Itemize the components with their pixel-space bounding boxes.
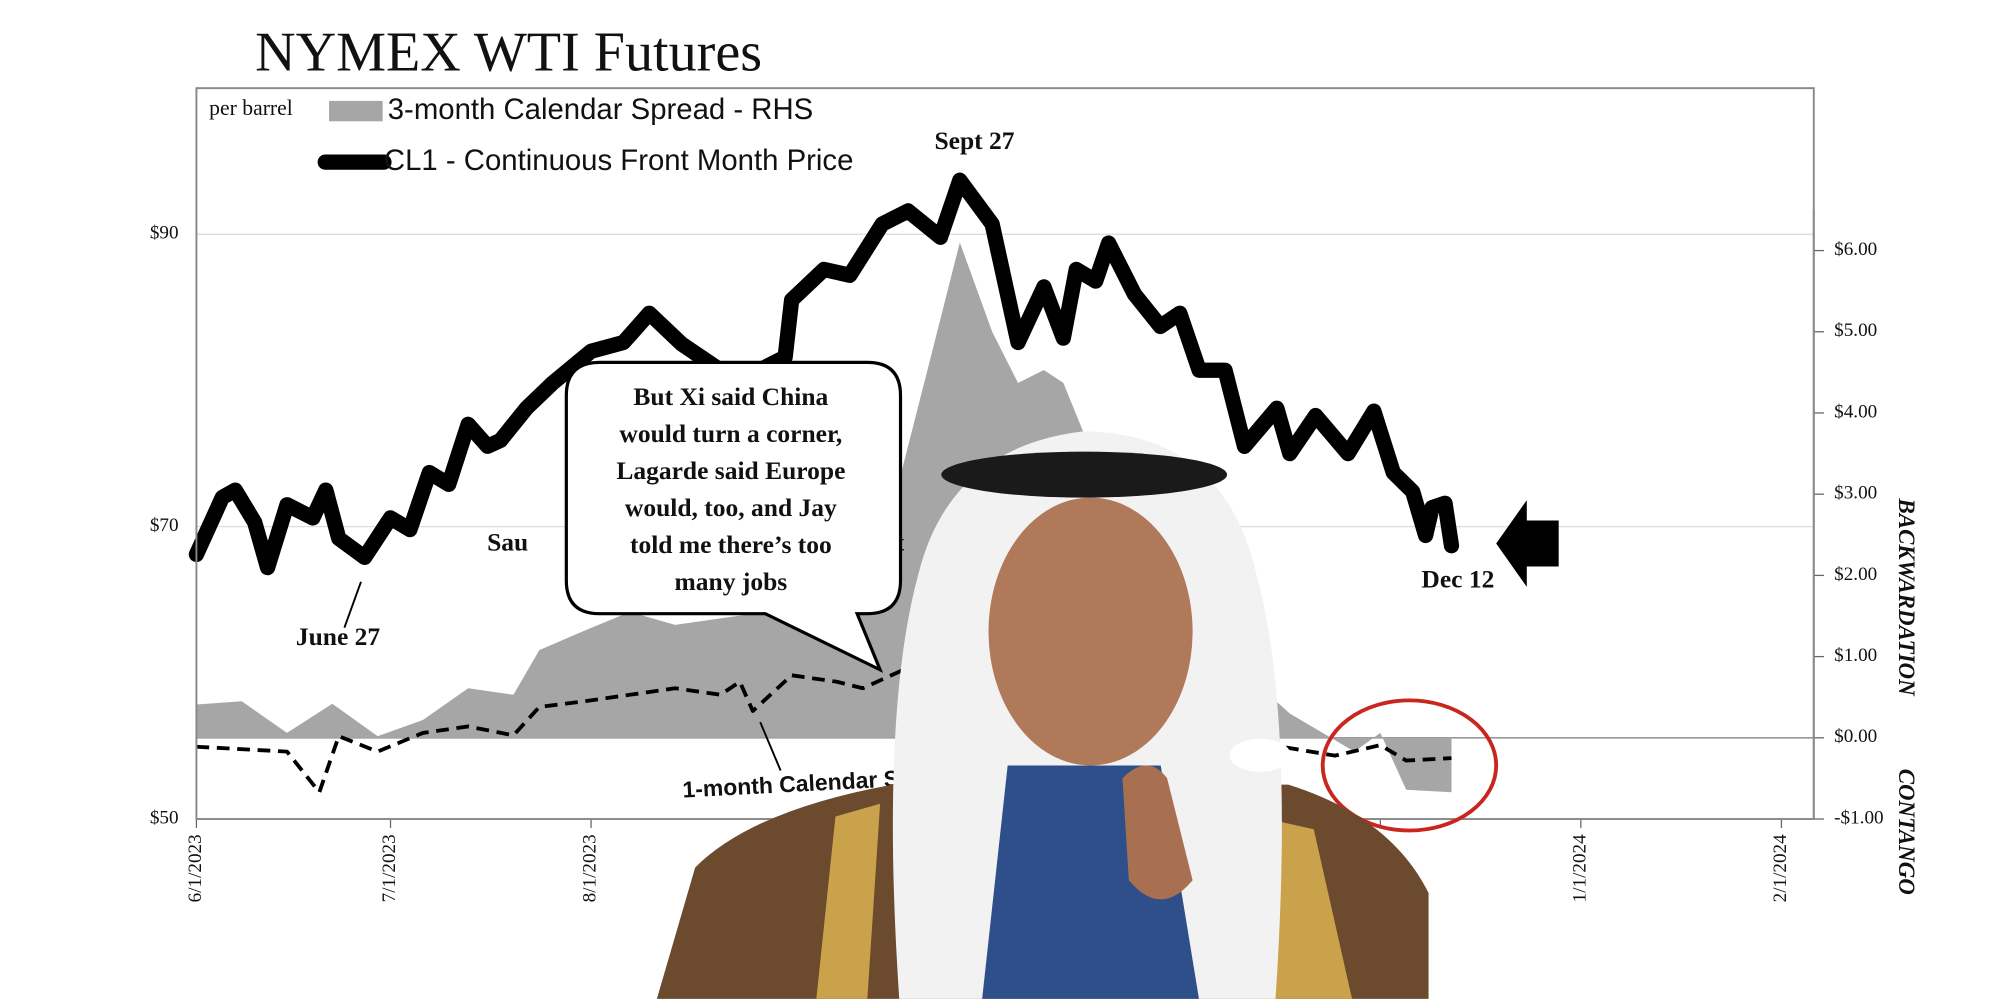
y-tick-label: $90 bbox=[150, 223, 179, 244]
highlight-circle bbox=[1320, 698, 1499, 833]
y2-tick-label: $1.00 bbox=[1834, 645, 1877, 666]
x-tick-label: 2/1/2024 bbox=[1770, 834, 1791, 902]
y2-tick-label: $5.00 bbox=[1834, 320, 1877, 341]
annotation: Sept 27 bbox=[934, 126, 1014, 155]
y-tick-label: $50 bbox=[150, 807, 179, 828]
bubble-shape bbox=[564, 360, 903, 674]
chart-title: NYMEX WTI Futures bbox=[255, 21, 762, 83]
arrow-icon bbox=[1496, 500, 1559, 587]
y2-tick-label: $4.00 bbox=[1834, 401, 1877, 422]
y2-axis-label: BACKWARDATION bbox=[1894, 497, 1919, 697]
bubble-line: But Xi said China bbox=[633, 382, 828, 411]
speech-bubble: But Xi said China would turn a corner, Lag… bbox=[564, 360, 903, 674]
agal bbox=[941, 451, 1228, 498]
bubble-line: many jobs bbox=[675, 567, 788, 596]
face bbox=[988, 497, 1193, 766]
robe-trim bbox=[816, 803, 1353, 999]
y-tick-label: $70 bbox=[150, 515, 179, 536]
subtitle: per barrel bbox=[209, 96, 293, 120]
x-tick-label: 1/1/2024 bbox=[1569, 834, 1590, 902]
annotation: Dec 12 bbox=[1421, 565, 1494, 594]
hand bbox=[1122, 765, 1193, 900]
y2-tick-label: -$1.00 bbox=[1834, 807, 1883, 828]
price-line bbox=[188, 172, 1460, 576]
x-tick-label: 8/1/2023 bbox=[579, 834, 600, 902]
y2-tick-label: $3.00 bbox=[1834, 483, 1877, 504]
pointer bbox=[343, 581, 362, 629]
smudge bbox=[1229, 738, 1291, 772]
bubble-line: would, too, and Jay bbox=[625, 493, 837, 522]
bubble-line: told me there’s too bbox=[630, 530, 832, 559]
y2-tick-label: $0.00 bbox=[1834, 726, 1877, 747]
y2-axis-label: CONTANGO bbox=[1894, 769, 1919, 895]
y2-tick-label: $2.00 bbox=[1834, 564, 1877, 585]
legend-label: 3-month Calendar Spread - RHS bbox=[388, 93, 813, 126]
bubble-line: would turn a corner, bbox=[619, 419, 842, 448]
pointer bbox=[759, 721, 782, 771]
bubble-text: But Xi said China would turn a corner, Lag… bbox=[616, 382, 845, 596]
x-tick-label: 6/1/2023 bbox=[185, 834, 206, 902]
annotation: June 27 bbox=[296, 622, 381, 651]
legend-swatch bbox=[329, 100, 383, 122]
person-photo bbox=[656, 431, 1429, 999]
y2-tick-label: $6.00 bbox=[1834, 239, 1877, 260]
legend-label: CL1 - Continuous Front Month Price bbox=[384, 144, 853, 177]
annotation: Sau bbox=[487, 528, 528, 557]
x-tick-label: 7/1/2023 bbox=[379, 834, 400, 902]
bubble-line: Lagarde said Europe bbox=[616, 456, 845, 485]
